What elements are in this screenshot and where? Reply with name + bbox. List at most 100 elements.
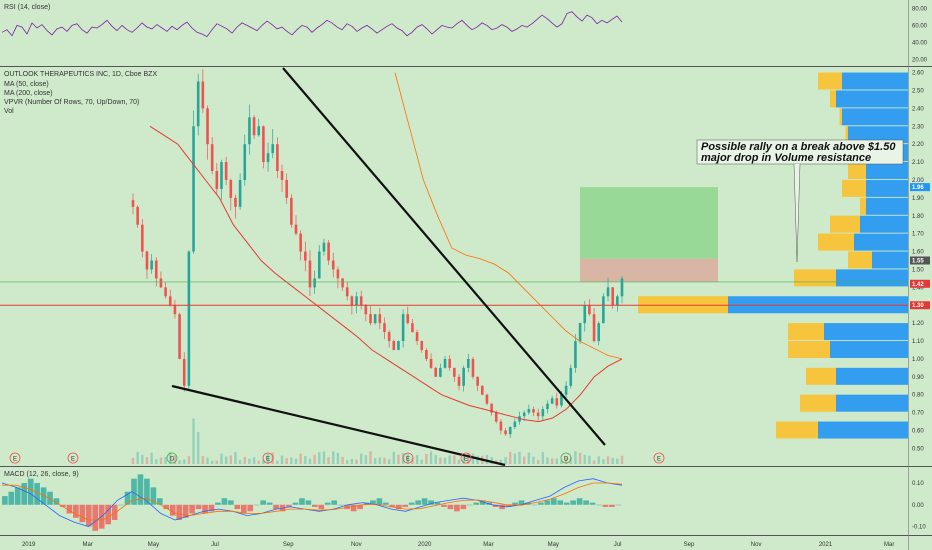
time-tick-label: Mar [483, 542, 493, 548]
candle-body [490, 403, 493, 413]
candle-body [341, 278, 344, 288]
macd-histogram-bar [208, 504, 215, 512]
macd-histogram-bar [111, 504, 118, 520]
candle-body [378, 314, 382, 324]
volume-bar [574, 451, 577, 464]
macd-histogram-bar [144, 478, 150, 505]
macd-histogram-bar [2, 496, 8, 505]
macd-histogram-bar [240, 504, 247, 514]
candle-body [299, 233, 302, 252]
volume-bar [215, 460, 219, 464]
candle-body [560, 394, 563, 406]
candle-body [602, 296, 605, 324]
volume-bar [485, 454, 489, 464]
stop-loss-zone [580, 258, 718, 282]
candle-body [397, 341, 400, 350]
macd-histogram-bar [273, 504, 279, 510]
candle-body [415, 332, 419, 342]
price-tick-label: 2.30 [912, 124, 924, 130]
candle-body [555, 398, 559, 406]
vpvr-down-bar [848, 162, 866, 180]
earnings-marker [653, 452, 665, 464]
macd-histogram-bar [441, 504, 447, 507]
volume-bar [536, 460, 540, 464]
candlesticks [131, 69, 624, 438]
candle-body [592, 314, 596, 342]
candle-body [196, 81, 200, 127]
candle-body [336, 269, 340, 279]
candle-body [164, 287, 167, 297]
price-tag-box [910, 279, 930, 288]
candle-body [439, 367, 442, 377]
price-tick-label: 2.60 [912, 71, 924, 77]
macd-histogram-bar [215, 502, 221, 505]
volume-bar [527, 452, 531, 464]
macd-histogram-bar [189, 504, 195, 514]
earnings-marker [67, 452, 79, 464]
volume-bar [159, 457, 163, 464]
candle-body [387, 332, 391, 342]
price-tick-label: 2.10 [912, 160, 924, 166]
macd-histogram-bar [79, 504, 86, 523]
earnings-marker-label: E [13, 457, 17, 463]
candle-body [443, 358, 447, 368]
candle-body [471, 358, 475, 377]
price-tick-label: 1.00 [912, 357, 924, 363]
volume-bar [383, 457, 386, 464]
candle-body [359, 296, 363, 306]
volume-bar [541, 452, 545, 464]
price-tick-label: 1.60 [912, 250, 924, 256]
candle-body [546, 403, 549, 410]
volume-bar [145, 457, 149, 464]
volume-bar [266, 453, 270, 464]
candle-body [248, 117, 251, 145]
candle-body [527, 409, 531, 413]
price-tick-label: 1.90 [912, 196, 924, 202]
volume-bar [308, 458, 312, 464]
dividend-marker [166, 452, 178, 464]
candle-body [173, 305, 177, 315]
macd-histogram-bar [150, 487, 157, 505]
volume-bar [560, 460, 563, 464]
candle-body [234, 197, 237, 207]
vpvr-down-bar [794, 269, 836, 287]
dividend-marker-label: D [170, 457, 175, 463]
vpvr-down-bar [830, 215, 860, 233]
price-tick-label: 1.40 [912, 285, 924, 291]
macd-histogram-bar [615, 504, 622, 506]
macd-tick-label: 0.00 [912, 503, 924, 509]
volume-bar [457, 459, 461, 464]
candle-body [588, 305, 591, 315]
volume-bar [169, 452, 172, 464]
legend-vol: Vol [4, 108, 14, 115]
macd-histogram-bar [563, 502, 570, 505]
price-tick-label: 2.40 [912, 106, 924, 112]
candle-body [429, 358, 433, 368]
macd-histogram-bar [105, 504, 111, 525]
vpvr-up-bar [866, 162, 908, 180]
candle-body [364, 305, 368, 315]
macd-histogram-bar [14, 487, 21, 505]
time-tick-label: 2020 [418, 542, 432, 548]
candle-body [476, 376, 479, 386]
macd-histogram-bar [596, 504, 602, 506]
volume-bar [131, 457, 135, 464]
vpvr-down-bar [842, 179, 866, 197]
price-tick-label: 1.20 [912, 321, 924, 327]
candle-body [322, 242, 326, 252]
candle-body [411, 323, 414, 333]
volume-bar [201, 455, 205, 464]
annotation: Possible rally on a break above $1.50 ma… [696, 139, 904, 263]
volume-bar [243, 456, 246, 464]
lower-trendline [171, 384, 506, 467]
volume-bar [509, 451, 512, 464]
macd-histogram-bar [137, 474, 144, 505]
price-tag-box [910, 183, 930, 192]
volume-bar [406, 453, 409, 464]
volume-bar [429, 451, 433, 464]
volume-bar [471, 453, 475, 464]
macd-histogram-bar [357, 504, 363, 510]
volume-bar [141, 455, 144, 464]
price-tick-label: 2.50 [912, 88, 924, 94]
